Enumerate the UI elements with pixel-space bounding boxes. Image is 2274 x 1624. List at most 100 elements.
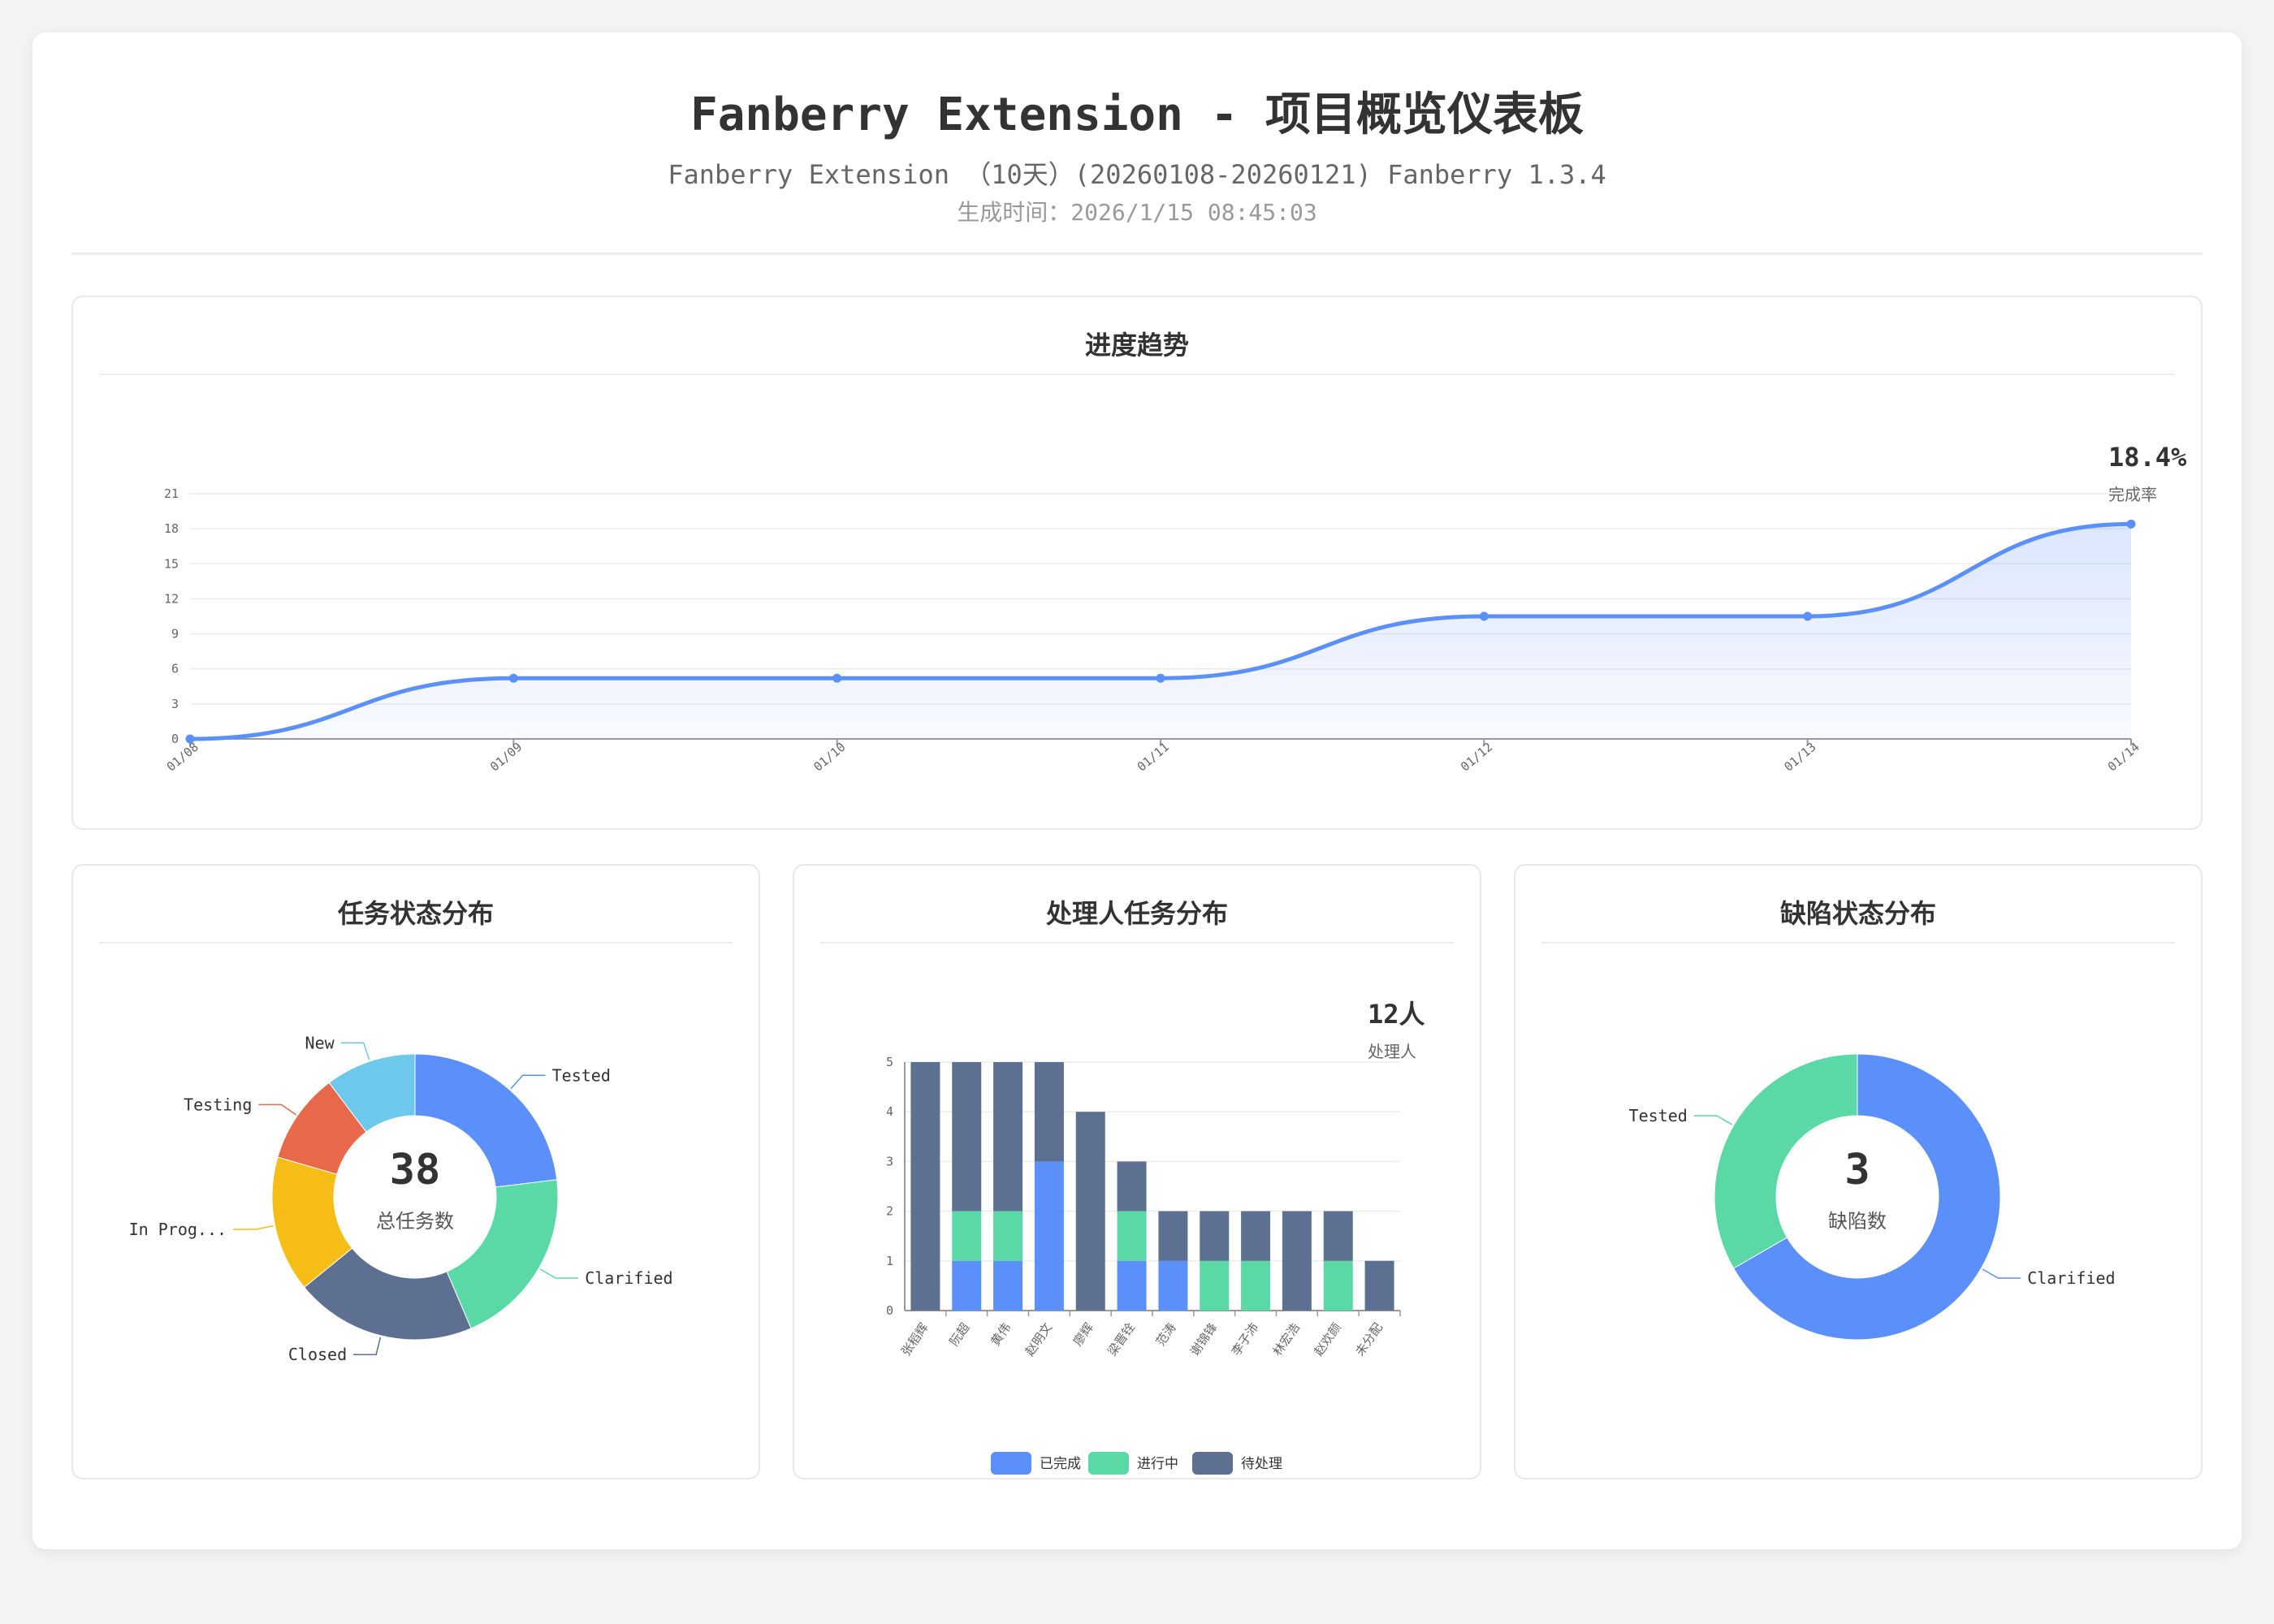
x-tick-label: 李子沛 [1229, 1320, 1262, 1358]
x-tick-label: 未分配 [1352, 1320, 1386, 1358]
donut-leader-line [1982, 1268, 2021, 1279]
progress-point [832, 673, 842, 683]
x-tick-label: 廖辉 [1070, 1320, 1096, 1349]
total-tasks-value: 38 [390, 1146, 441, 1194]
donut-slice-label: Testing [184, 1095, 252, 1114]
assignee-count-label: 处理人 [1368, 1042, 1416, 1061]
donut-leader-line [353, 1337, 382, 1355]
y-tick-label: 0 [171, 732, 179, 746]
x-tick-label: 谢锦锋 [1187, 1320, 1221, 1358]
progress-trend-chart: 0 3 6 9 12 15 18 21 01/08 01/09 01/10 01/11 01/12 01/… [164, 442, 2187, 775]
bar-segment [1364, 1260, 1394, 1311]
task-status-card: 任务状态分布 Tested Clarified Closed In Prog... Te… [71, 864, 760, 1479]
donut-slice [414, 1053, 558, 1188]
bar-segment [1323, 1211, 1353, 1261]
completion-rate-label: 完成率 [2108, 485, 2157, 504]
donut-slice [1732, 1053, 2001, 1341]
y-tick-label: 6 [171, 662, 179, 676]
legend-swatch [1192, 1452, 1233, 1475]
donut-leader-line [539, 1268, 579, 1279]
y-tick-label: 21 [164, 486, 179, 501]
progress-trend-title: 进度趋势 [99, 325, 2175, 375]
y-tick-label: 3 [171, 697, 179, 711]
legend-label: 待处理 [1241, 1456, 1282, 1472]
y-tick-label: 12 [164, 591, 179, 606]
donut-slice-label: Clarified [2027, 1268, 2115, 1288]
y-tick-label: 1 [886, 1254, 893, 1268]
bar-segment [1034, 1062, 1064, 1162]
bar-segment [1241, 1211, 1271, 1261]
task-status-title: 任务状态分布 [99, 893, 733, 944]
defect-status-card: 缺陷状态分布 Clarified Tested 3 缺陷数 [1514, 864, 2203, 1479]
y-tick-label: 2 [886, 1204, 893, 1219]
total-tasks-label: 总任务数 [376, 1210, 454, 1233]
donut-slice [1714, 1053, 1858, 1269]
completion-rate-value: 18.4% [2108, 442, 2187, 473]
progress-point [508, 673, 518, 683]
bar-segment [1323, 1260, 1353, 1311]
donut-slice [303, 1247, 472, 1341]
donut-slice-label: Tested [552, 1065, 611, 1085]
task-status-chart: Tested Clarified Closed In Prog... Testing Ne… [129, 1033, 673, 1364]
bar-segment [952, 1211, 982, 1261]
legend-label: 已完成 [1040, 1456, 1081, 1472]
donut-leader-line [340, 1042, 370, 1060]
assignee-card: 处理人任务分布 0 1 2 3 4 5 张稻辉 阮超 黄伟 赵明文 廖辉 梁晋铨 范涛 谢锦锋 李子沛 林宏浩… [793, 864, 1481, 1479]
assignee-count-value: 12人 [1368, 999, 1425, 1030]
donut-slice-label: Tested [1629, 1106, 1688, 1125]
bar-segment [993, 1211, 1023, 1261]
bar-segment [1075, 1112, 1105, 1311]
bar-segment [1034, 1161, 1064, 1311]
x-tick-label: 赵明文 [1022, 1320, 1056, 1358]
assignee-chart: 0 1 2 3 4 5 张稻辉 阮超 黄伟 赵明文 廖辉 梁晋铨 范涛 谢锦锋 李子沛 林宏浩 赵欢颜 未分配 已… [886, 999, 1425, 1475]
generated-time: 生成时间：2026/1/15 08:45:03 [957, 199, 1317, 226]
dashboard-page: Fanberry Extension - 项目概览仪表板 Fanberry Ex… [32, 32, 2242, 1549]
donut-slice-label: Closed [288, 1345, 347, 1364]
x-tick-label: 01/10 [811, 740, 848, 775]
page-title: Fanberry Extension - 项目概览仪表板 [690, 89, 1584, 141]
progress-point [1156, 673, 1165, 683]
dashboard-header: Fanberry Extension - 项目概览仪表板 Fanberry Ex… [71, 32, 2203, 255]
bar-segment [1282, 1211, 1312, 1311]
bar-segment [1158, 1211, 1188, 1261]
legend-swatch [991, 1452, 1031, 1475]
assignee-title: 处理人任务分布 [820, 893, 1454, 944]
bar-segment [1117, 1161, 1147, 1212]
x-tick-label: 张稻辉 [898, 1320, 932, 1358]
progress-point [185, 734, 195, 744]
donut-slice [446, 1179, 559, 1329]
total-defects-value: 3 [1844, 1146, 1870, 1194]
donut-slice [328, 1053, 416, 1133]
donut-leader-line [510, 1074, 546, 1090]
defect-status-chart: Clarified Tested 3 缺陷数 [1629, 1053, 2116, 1341]
x-tick-label: 赵欢颜 [1311, 1320, 1344, 1358]
donut-slice-label: Clarified [585, 1268, 672, 1288]
bar-segment [1241, 1260, 1271, 1311]
y-tick-label: 15 [164, 556, 179, 571]
bar-segment [1117, 1260, 1147, 1311]
progress-point [2126, 519, 2136, 529]
y-tick-label: 4 [886, 1104, 893, 1119]
x-tick-label: 梁晋铨 [1105, 1320, 1138, 1358]
y-tick-label: 5 [886, 1055, 893, 1069]
defect-status-title: 缺陷状态分布 [1541, 893, 2175, 944]
bar-segment [1117, 1211, 1147, 1261]
page-subtitle: Fanberry Extension （10天）(20260108-202601… [668, 159, 1606, 190]
donut-slice-label: New [305, 1033, 335, 1052]
x-tick-label: 林宏浩 [1270, 1320, 1303, 1358]
donut-leader-line [258, 1104, 296, 1116]
x-tick-label: 01/14 [2105, 740, 2142, 775]
progress-trend-card: 进度趋势 0 3 6 9 12 15 18 21 01/08 01/09 01/10 01/11 01/… [71, 296, 2203, 830]
donut-leader-line [233, 1224, 274, 1230]
x-tick-label: 01/12 [1458, 740, 1495, 775]
x-tick-label: 01/08 [164, 740, 201, 775]
y-tick-label: 3 [886, 1154, 893, 1168]
x-tick-label: 01/11 [1135, 740, 1172, 775]
bar-segment [993, 1062, 1023, 1212]
total-defects-label: 缺陷数 [1828, 1210, 1887, 1233]
y-tick-label: 0 [886, 1303, 893, 1318]
bar-segment [993, 1260, 1023, 1311]
bar-segment [952, 1062, 982, 1212]
bar-segment [1200, 1211, 1230, 1261]
x-tick-label: 01/13 [1781, 740, 1818, 775]
